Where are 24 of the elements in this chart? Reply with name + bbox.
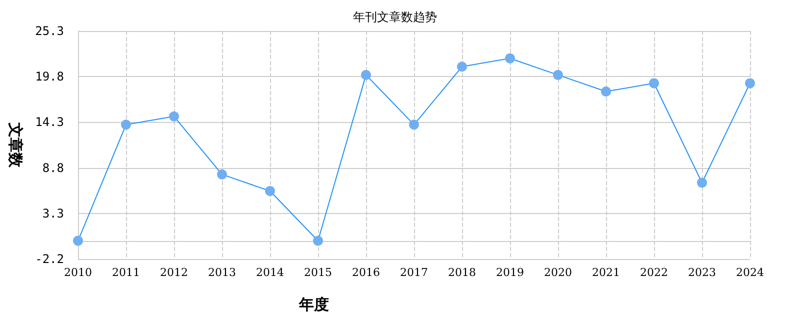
y-tick-label: 8.8 [42,160,64,175]
x-tick-label: 2011 [112,266,140,279]
x-tick-label: 2012 [160,266,188,279]
y-tick-label: 19.8 [35,70,64,84]
x-tick-label: 2013 [208,266,236,279]
y-tick-label: 25.3 [35,24,64,38]
x-axis-title: 年度 [298,296,329,314]
x-tick-label: 2022 [640,266,668,279]
x-tick-label: 2014 [256,266,284,279]
x-tick-label: 2023 [688,266,716,279]
y-tick-label: 3.3 [42,206,64,220]
x-tick-label: 2015 [304,266,332,279]
x-tick-label: 2016 [352,266,380,279]
y-axis-title: 文章数 [6,122,24,168]
y-tick-label: 14.3 [35,115,64,130]
x-tick-label: 2021 [592,266,620,279]
x-tick-label: 2018 [448,266,476,279]
x-tick-label: 2024 [736,266,764,279]
chart-title: 年刊文章数趋势 [353,10,437,24]
y-tick-label: -2.2 [35,252,64,266]
x-tick-label: 2020 [544,266,572,279]
x-tick-label: 2010 [64,266,92,279]
x-tick-label: 2019 [496,266,524,279]
x-tick-label: 2017 [400,266,428,279]
